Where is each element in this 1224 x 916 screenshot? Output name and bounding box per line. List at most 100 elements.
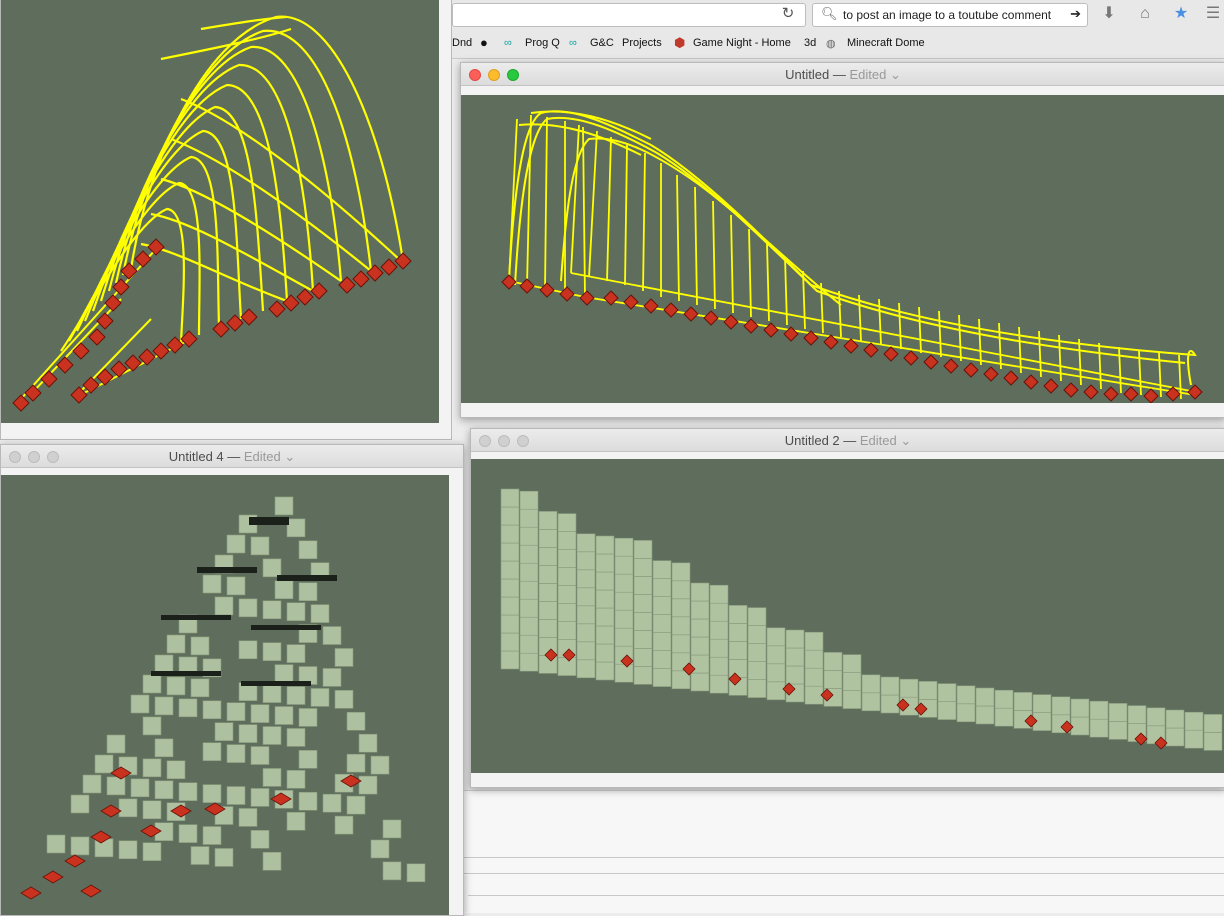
voxel-cube <box>143 801 161 819</box>
voxel-cube <box>558 568 576 586</box>
voxel-cube <box>653 597 671 615</box>
voxel-cube <box>203 785 221 803</box>
voxel-cube <box>710 603 728 621</box>
voxel-cube <box>383 820 401 838</box>
bookmark-dnd[interactable]: Dnd <box>452 37 472 49</box>
voxel-cube <box>287 645 305 663</box>
voxel-cube <box>287 728 305 746</box>
voxel-cube <box>520 599 538 617</box>
window-titlebar[interactable]: Untitled — Edited ⌄ <box>461 63 1224 86</box>
voxel-cube <box>596 644 614 662</box>
voxel-cube <box>1033 695 1051 713</box>
voxel-cube <box>203 827 221 845</box>
voxel-cube <box>843 691 861 709</box>
voxel-cube <box>227 703 245 721</box>
voxel-cube <box>167 635 185 653</box>
wireframe-surface-3d <box>461 95 1224 403</box>
voxel-cube <box>501 633 519 651</box>
voxel-cube <box>155 655 173 673</box>
voxel-cube <box>1128 706 1146 724</box>
voxel-cube <box>539 511 557 529</box>
voxel-cube <box>215 597 233 615</box>
window-untitled-2[interactable]: Untitled 2 — Edited ⌄ <box>470 428 1224 788</box>
voxel-cube <box>520 617 538 635</box>
bookmark-minecraft-dome[interactable]: Minecraft Dome <box>847 37 925 49</box>
voxel-cube <box>1185 712 1203 730</box>
voxel-cube <box>577 642 595 660</box>
bookmark-game-night[interactable]: Game Night - Home <box>693 37 791 49</box>
voxel-cube <box>335 816 353 834</box>
window-untitled[interactable]: Untitled — Edited ⌄ <box>460 62 1224 418</box>
voxel-cube <box>862 675 880 693</box>
search-field[interactable]: 🔍︎ to post an image to a toutube comment… <box>812 3 1088 27</box>
voxel-cube <box>596 608 614 626</box>
scene-canvas[interactable] <box>461 95 1224 403</box>
voxel-cube <box>275 707 293 725</box>
voxel-cube <box>83 775 101 793</box>
voxel-cube <box>558 586 576 604</box>
voxel-cube <box>311 605 329 623</box>
voxel-cube <box>710 585 728 603</box>
voxel-cube <box>634 630 652 648</box>
voxel-cube <box>729 659 747 677</box>
voxel-cube <box>131 695 149 713</box>
voxel-cube <box>634 576 652 594</box>
voxel-cube <box>539 601 557 619</box>
voxel-cube <box>938 702 956 720</box>
voxel-cube <box>558 622 576 640</box>
voxel-cube <box>615 556 633 574</box>
voxel-cube <box>371 840 389 858</box>
voxel-cube <box>143 717 161 735</box>
voxel-cube <box>47 835 65 853</box>
voxel-cube <box>371 756 389 774</box>
window-titlebar[interactable]: Untitled 2 — Edited ⌄ <box>471 429 1224 452</box>
voxel-cube <box>596 662 614 680</box>
search-text: to post an image to a toutube comment <box>843 8 1051 22</box>
bookmark-prog-q[interactable]: Prog Q <box>525 37 560 49</box>
voxel-cube <box>251 788 269 806</box>
voxel-cube <box>263 727 281 745</box>
voxel-cube <box>383 862 401 880</box>
voxel-cube <box>995 708 1013 726</box>
voxel-cube <box>119 799 137 817</box>
arrow-right-icon[interactable]: ➔ <box>1070 6 1081 22</box>
voxel-cube <box>1109 703 1127 721</box>
scene-canvas[interactable] <box>1 0 439 423</box>
voxel-cube <box>299 583 317 601</box>
voxel-cube <box>710 621 728 639</box>
voxel-cube <box>227 745 245 763</box>
voxel-cube <box>577 660 595 678</box>
scene-canvas[interactable] <box>1 475 449 915</box>
bookmark-projects[interactable]: Projects <box>622 37 662 49</box>
voxel-cube <box>263 643 281 661</box>
voxel-cube <box>577 552 595 570</box>
voxel-cube <box>767 646 785 664</box>
voxel-cube <box>287 519 305 537</box>
bookmark-gc[interactable]: G&C <box>590 37 614 49</box>
voxel-cube <box>263 768 281 786</box>
voxel-cube <box>95 755 113 773</box>
reload-icon[interactable]: ↻ <box>778 5 798 23</box>
voxel-cube <box>691 637 709 655</box>
scene-canvas[interactable] <box>471 459 1224 773</box>
voxel-cube <box>748 662 766 680</box>
voxel-cube <box>767 682 785 700</box>
window-untitled-4[interactable]: Untitled 4 — Edited ⌄ <box>0 444 464 916</box>
window-untitled-3[interactable] <box>0 0 452 440</box>
window-titlebar[interactable]: Untitled 4 — Edited ⌄ <box>1 445 463 468</box>
voxel-cube <box>786 630 804 648</box>
voxel-cube <box>287 687 305 705</box>
reader-icon[interactable]: ☰ <box>1202 4 1224 24</box>
voxel-cube <box>359 734 377 752</box>
voxel-cube <box>558 532 576 550</box>
voxel-cube <box>596 536 614 554</box>
voxel-cube <box>167 761 185 779</box>
star-icon[interactable]: ★ <box>1170 4 1192 24</box>
voxel-cube <box>155 697 173 715</box>
download-icon[interactable]: ⬇ <box>1098 4 1120 24</box>
voxel-cube <box>323 627 341 645</box>
url-field[interactable] <box>452 3 806 27</box>
home-icon[interactable]: ⌂ <box>1134 4 1156 24</box>
ruby-icon: ⬢ <box>674 35 685 51</box>
bookmark-3d[interactable]: 3d <box>804 37 816 49</box>
